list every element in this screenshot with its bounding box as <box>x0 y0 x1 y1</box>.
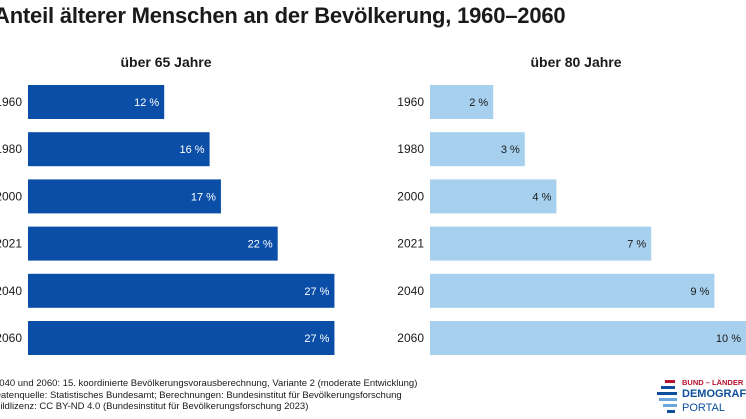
bar-over-65-2000 <box>28 179 221 214</box>
y-tick-label-over-80-2040: 2040 <box>397 284 424 298</box>
logo-line-3: PORTAL <box>682 402 725 414</box>
bar-over-65-2021 <box>28 226 278 261</box>
footer-notes: 2040 und 2060: 15. koordinierte Bevölker… <box>0 378 417 413</box>
data-label-over-80-2060: 10 % <box>716 333 741 345</box>
logo-line-2: DEMOGRAFIE <box>682 388 746 400</box>
y-tick-label-over-80-2060: 2060 <box>397 331 424 345</box>
bar-charts: über 65 Jahre 1960 12 % 1980 16 % 2000 17 % 202… <box>0 54 746 355</box>
bar-over-65-2060 <box>28 321 335 355</box>
bar-over-80-2060 <box>430 321 746 355</box>
data-label-over-80-2021: 7 % <box>627 239 646 251</box>
y-tick-label-over-80-2000: 2000 <box>397 189 424 203</box>
data-label-over-65-1980: 16 % <box>180 144 205 156</box>
chart-subtitle-over-80: über 80 Jahre <box>530 54 621 70</box>
demografie-portal-logo[interactable]: BUND – LÄNDER DEMOGRAFIE PORTAL <box>655 378 746 419</box>
data-label-over-80-2040: 9 % <box>690 286 709 298</box>
y-tick-label-over-80-2021: 2021 <box>397 237 424 251</box>
data-label-over-65-2060: 27 % <box>304 333 329 345</box>
data-label-over-65-2021: 22 % <box>248 239 273 251</box>
y-tick-label-over-80-1960: 1960 <box>397 95 424 109</box>
data-label-over-80-1980: 3 % <box>501 144 520 156</box>
y-tick-label-over-65-2060: 2060 <box>0 331 22 345</box>
bar-over-80-1980 <box>430 132 525 167</box>
bar-over-80-2040 <box>430 273 715 308</box>
data-label-over-80-2000: 4 % <box>532 191 551 203</box>
data-label-over-65-2040: 27 % <box>304 286 329 298</box>
y-tick-label-over-65-2040: 2040 <box>0 284 22 298</box>
bar-over-65-2040 <box>28 273 335 308</box>
y-tick-label-over-80-1980: 1980 <box>397 142 424 156</box>
demografie-portal-logo-icon <box>657 380 677 413</box>
bar-over-80-2021 <box>430 226 652 261</box>
logo-line-1: BUND – LÄNDER <box>682 378 744 387</box>
footer-projection-note: 2040 und 2060: 15. koordinierte Bevölker… <box>0 378 418 389</box>
bar-over-80-2000 <box>430 179 557 214</box>
footer-license: Bildlizenz: CC BY-ND 4.0 (Bundesinstitut… <box>0 401 309 412</box>
y-tick-label-over-65-2000: 2000 <box>0 189 22 203</box>
y-tick-label-over-65-1980: 1980 <box>0 142 22 156</box>
y-tick-label-over-65-1960: 1960 <box>0 95 22 109</box>
bar-over-65-1960 <box>28 85 165 119</box>
data-label-over-80-1960: 2 % <box>469 97 488 109</box>
footer-data-source: Datenquelle: Statistisches Bundesamt; Be… <box>0 389 402 401</box>
bar-over-65-1980 <box>28 132 210 167</box>
data-label-over-65-2000: 17 % <box>191 191 216 203</box>
data-label-over-65-1960: 12 % <box>134 97 159 109</box>
chart-title: Anteil älterer Menschen an der Bevölkeru… <box>0 3 566 28</box>
bar-over-80-1960 <box>430 85 494 119</box>
chart-subtitle-over-65: über 65 Jahre <box>120 54 211 70</box>
y-tick-label-over-65-2021: 2021 <box>0 237 22 251</box>
